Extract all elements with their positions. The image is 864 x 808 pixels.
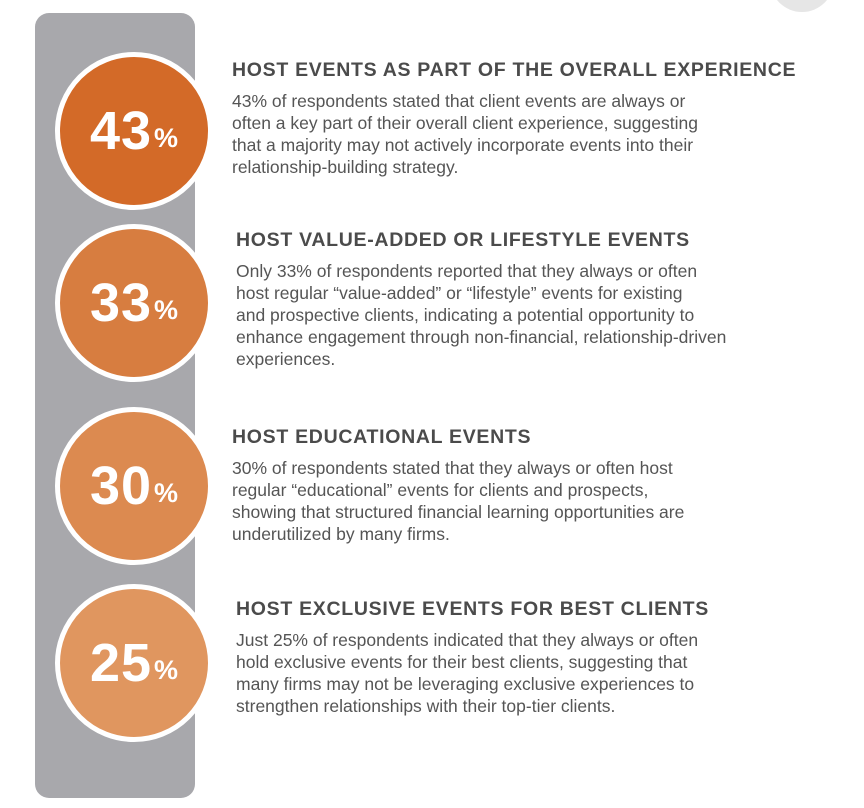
body-line: underutilized by many firms.: [232, 524, 450, 544]
stat-circle-1: 43%: [55, 52, 213, 210]
section-4: HOST EXCLUSIVE EVENTS FOR BEST CLIENTS J…: [236, 597, 709, 717]
stat-percent-1: %: [154, 122, 179, 153]
stat-value-3: 30: [89, 456, 153, 516]
section-1: HOST EVENTS AS PART OF THE OVERALL EXPER…: [232, 58, 796, 178]
section-body-4: Just 25% of respondents indicated that t…: [236, 629, 709, 717]
stat-circle-4: 25%: [55, 584, 213, 742]
section-3: HOST EDUCATIONAL EVENTS 30% of responden…: [232, 425, 684, 545]
body-line: 30% of respondents stated that they alwa…: [232, 458, 673, 478]
section-title-2: HOST VALUE-ADDED OR LIFESTYLE EVENTS: [236, 229, 690, 251]
section-title-1: HOST EVENTS AS PART OF THE OVERALL EXPER…: [232, 59, 797, 81]
stat-value-4: 25: [89, 633, 153, 693]
section-title-4: HOST EXCLUSIVE EVENTS FOR BEST CLIENTS: [236, 598, 709, 620]
section-2: HOST VALUE-ADDED OR LIFESTYLE EVENTS Onl…: [236, 228, 726, 370]
stat-circle-2: 33%: [55, 224, 213, 382]
body-line: regular “educational” events for clients…: [232, 480, 649, 500]
stat-percent-3: %: [154, 477, 179, 508]
body-line: Only 33% of respondents reported that th…: [236, 261, 698, 281]
section-body-2: Only 33% of respondents reported that th…: [236, 260, 726, 370]
stat-value-2: 33: [89, 273, 153, 333]
body-line: Just 25% of respondents indicated that t…: [236, 630, 699, 650]
stat-percent-2: %: [154, 294, 179, 325]
stat-circle-3: 30%: [55, 407, 213, 565]
body-line: relationship-building strategy.: [232, 157, 459, 177]
body-line: hold exclusive events for their best cli…: [236, 652, 688, 672]
stat-percent-4: %: [154, 654, 179, 685]
section-title-3: HOST EDUCATIONAL EVENTS: [232, 426, 532, 448]
stat-value-1: 43: [89, 101, 153, 161]
body-line: experiences.: [236, 349, 336, 369]
body-line: 43% of respondents stated that client ev…: [232, 91, 686, 111]
section-body-3: 30% of respondents stated that they alwa…: [232, 457, 684, 545]
body-line: host regular “value-added” or “lifestyle…: [236, 283, 683, 303]
corner-decoration: [770, 0, 834, 12]
body-line: often a key part of their overall client…: [232, 113, 698, 133]
body-line: and prospective clients, indicating a po…: [236, 305, 695, 325]
body-line: strengthen relationships with their top-…: [236, 696, 616, 716]
body-line: that a majority may not actively incorpo…: [232, 135, 694, 155]
body-line: many firms may not be leveraging exclusi…: [236, 674, 695, 694]
body-line: enhance engagement through non-financial…: [236, 327, 727, 347]
body-line: showing that structured financial learni…: [232, 502, 685, 522]
section-body-1: 43% of respondents stated that client ev…: [232, 90, 796, 178]
